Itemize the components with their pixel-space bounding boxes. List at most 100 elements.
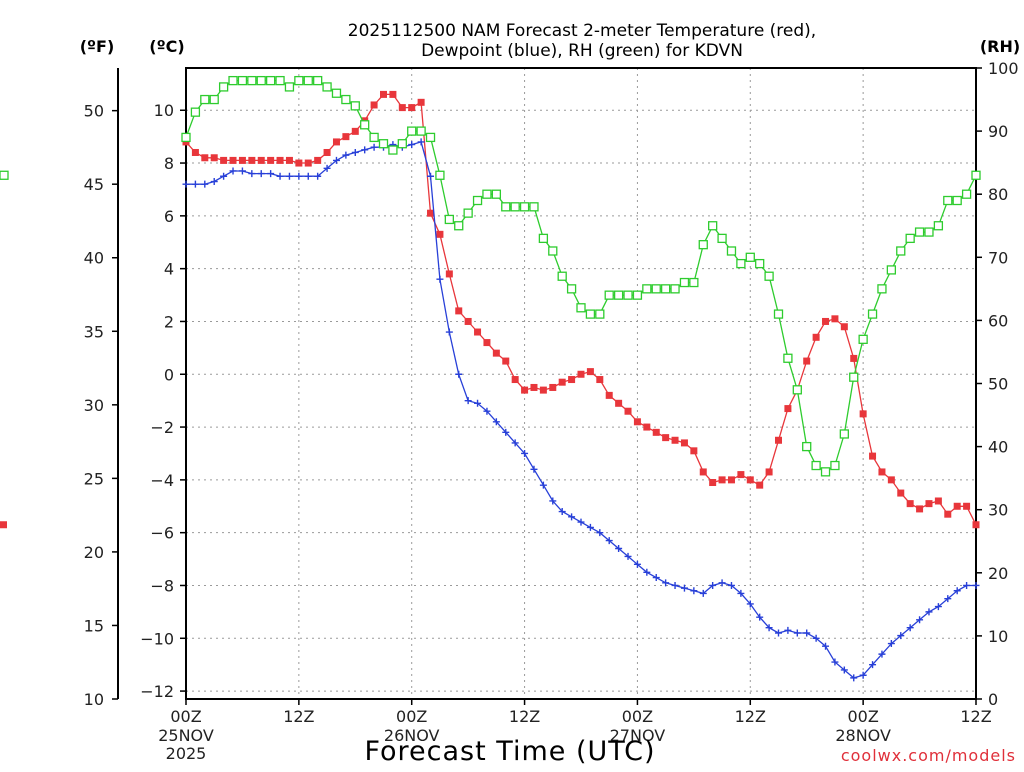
temperature-point — [709, 479, 717, 487]
dewpoint-point — [624, 552, 632, 560]
celsius-tick-label: −12 — [140, 682, 174, 701]
relative-humidity-point — [952, 195, 962, 206]
temperature-point — [727, 476, 735, 484]
relative-humidity-point — [914, 227, 925, 237]
relative-humidity-point — [886, 265, 897, 275]
temperature-point — [869, 452, 877, 460]
rh-tick-label: 90 — [988, 122, 1008, 141]
x-tick-label: 00Z — [170, 707, 201, 726]
dewpoint-point — [840, 666, 848, 674]
dewpoint-point — [887, 640, 895, 648]
relative-humidity-point — [548, 246, 558, 256]
rh-tick-label: 20 — [988, 564, 1008, 583]
celsius-tick-label: −8 — [150, 576, 174, 595]
dewpoint-point — [906, 624, 914, 632]
temperature-point — [831, 315, 839, 323]
temperature-point — [746, 476, 754, 484]
relative-humidity-point — [896, 246, 906, 256]
fahrenheit-tick-label: 25 — [84, 469, 104, 488]
dewpoint-point — [897, 632, 905, 640]
relative-humidity-point — [388, 145, 398, 155]
relative-humidity-point — [341, 94, 351, 105]
dewpoint-point — [511, 439, 519, 447]
temperature-point — [417, 98, 425, 106]
dewpoint-point — [304, 172, 312, 180]
dewpoint-point — [784, 626, 792, 634]
relative-humidity-point — [802, 441, 812, 452]
relative-humidity-point — [820, 467, 831, 477]
celsius-tick-label: 10 — [154, 101, 174, 120]
relative-humidity-point — [858, 334, 868, 344]
dewpoint-point — [257, 170, 265, 178]
temperature-point — [662, 434, 670, 442]
relative-humidity-point — [294, 75, 304, 86]
x-tick-label: 12Z — [509, 707, 540, 726]
dewpoint-point — [436, 275, 444, 283]
temperature-point — [652, 428, 660, 436]
x-tick-label: 00Z — [622, 707, 653, 726]
dewpoint-point — [427, 172, 435, 180]
temperature-point — [229, 156, 237, 164]
dewpoint-point — [342, 151, 350, 159]
temperature-point — [238, 156, 246, 164]
relative-humidity-point — [444, 214, 454, 225]
relative-humidity-point — [510, 202, 520, 212]
dewpoint-point — [577, 518, 585, 526]
x-tick-date-label: 28NOV — [835, 726, 891, 745]
rh-tick-label: 100 — [988, 59, 1019, 78]
dewpoint-point — [775, 629, 782, 637]
dewpoint-point — [370, 143, 378, 151]
dewpoint-point — [690, 587, 698, 595]
dewpoint-point — [934, 603, 942, 611]
relative-humidity-point — [924, 227, 934, 237]
dewpoint-point — [944, 595, 952, 603]
relative-humidity-point — [933, 221, 944, 231]
relative-humidity-point — [773, 309, 784, 319]
dewpoint-point — [201, 180, 209, 188]
dewpoint-point — [267, 170, 275, 178]
temperature-point — [445, 270, 453, 278]
relative-humidity-series-line — [185, 79, 977, 473]
relative-humidity-point — [303, 75, 313, 86]
relative-humidity-point — [425, 132, 436, 143]
dewpoint-point — [530, 465, 538, 473]
dewpoint-point — [727, 581, 735, 589]
temperature-point — [220, 156, 228, 164]
temperature-point — [934, 497, 942, 505]
temperature-point — [906, 500, 914, 508]
temperature-point — [859, 410, 867, 418]
temperature-point — [718, 476, 726, 484]
temperature-point — [474, 328, 482, 336]
relative-humidity-point — [237, 75, 248, 86]
x-tick-label: 12Z — [960, 707, 991, 726]
relative-humidity-point — [529, 202, 539, 212]
relative-humidity-point — [0, 170, 9, 180]
relative-humidity-point — [181, 132, 191, 143]
temperature-point — [586, 368, 594, 376]
data-series — [0, 75, 981, 682]
celsius-tick-label: 2 — [164, 312, 174, 331]
relative-humidity-point — [943, 195, 953, 206]
temperature-point — [389, 90, 397, 98]
relative-humidity-point — [698, 240, 708, 250]
dewpoint-point — [756, 613, 764, 621]
relative-humidity-point — [472, 195, 483, 206]
relative-humidity-point — [454, 221, 464, 231]
fahrenheit-tick-label: 35 — [84, 322, 104, 341]
relative-humidity-point — [416, 126, 426, 136]
dewpoint-point — [483, 407, 491, 415]
temperature-point — [276, 156, 284, 164]
dewpoint-point — [953, 587, 961, 595]
relative-humidity-point — [369, 132, 379, 143]
axes: 101520253035404550−12−10−8−6−4−202468100… — [84, 59, 1019, 763]
x-tick-label: 00Z — [396, 707, 427, 726]
relative-humidity-point — [360, 120, 370, 130]
dewpoint-point — [464, 397, 472, 405]
dewpoint-point — [455, 370, 463, 378]
dewpoint-point — [238, 167, 246, 175]
temperature-point — [615, 399, 623, 407]
rh-tick-label: 30 — [988, 501, 1008, 520]
relative-humidity-point — [670, 284, 680, 294]
dewpoint-point — [323, 164, 331, 172]
relative-humidity-point — [961, 189, 972, 199]
